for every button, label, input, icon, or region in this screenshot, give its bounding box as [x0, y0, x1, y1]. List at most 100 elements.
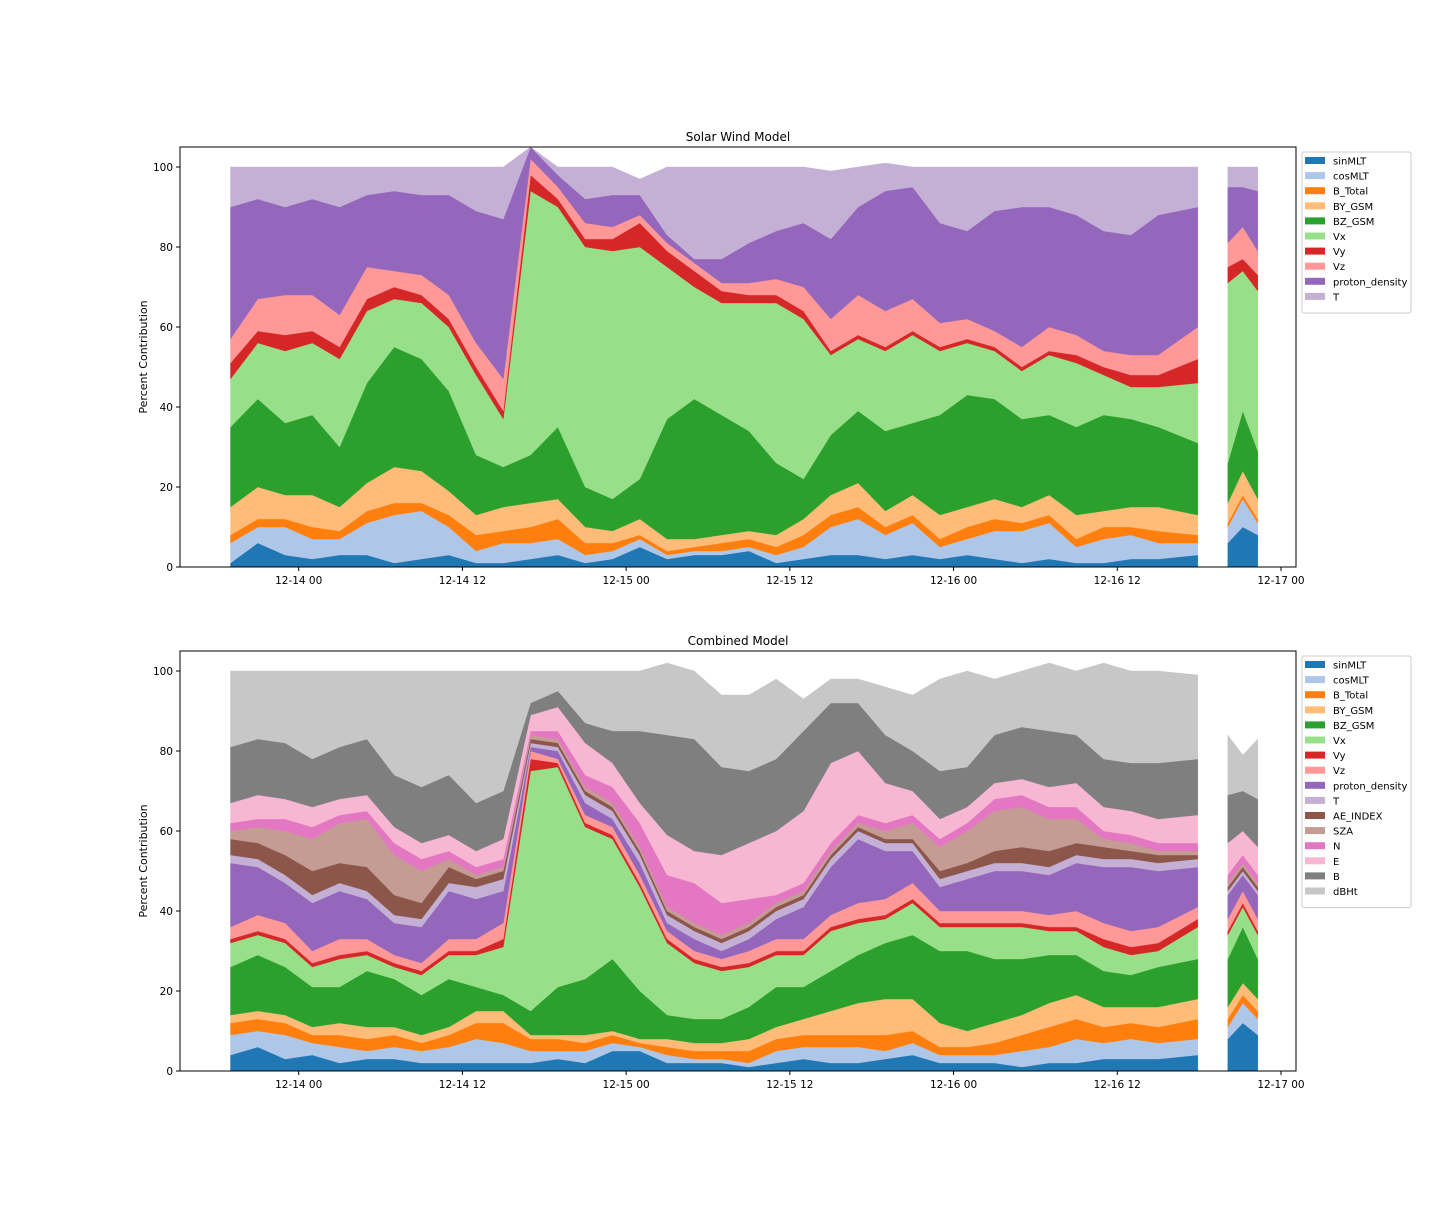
chart-title: Combined Model [688, 634, 789, 648]
legend-label-vy: Vy [1333, 751, 1346, 762]
legend-label-vx: Vx [1333, 232, 1346, 243]
legend-label-ae-index: AE_INDEX [1333, 812, 1383, 823]
legend-label-t: T [1332, 796, 1340, 807]
legend-swatch-vx [1305, 736, 1325, 744]
y-tick-label: 100 [153, 666, 173, 678]
legend-label-dbht: dBHt [1333, 887, 1358, 898]
x-tick-label: 12-16 12 [1094, 1079, 1141, 1091]
legend-swatch-vy [1305, 751, 1325, 759]
legend-swatch-sza [1305, 827, 1325, 835]
legend-swatch-b-total [1305, 691, 1325, 699]
y-tick-label: 80 [160, 242, 173, 254]
legend-swatch-n [1305, 842, 1325, 850]
y-axis-label: Percent Contribution [137, 300, 150, 413]
legend-swatch-b-total [1305, 187, 1325, 195]
y-tick-label: 100 [153, 162, 173, 174]
solar-wind-model-chart: Solar Wind Model 12-14 00 12-14 12 12-15 0… [137, 130, 1412, 587]
legend-swatch-vz [1305, 766, 1325, 774]
legend-label-b: B [1333, 872, 1340, 883]
legend-swatch-vz [1305, 262, 1325, 270]
x-tick-label: 12-16 12 [1094, 575, 1141, 587]
legend-swatch-t [1305, 796, 1325, 804]
plot-frame [179, 146, 1297, 568]
legend-label-bz-gsm: BZ_GSM [1333, 721, 1374, 732]
legend-swatch-sinmlt [1305, 661, 1325, 668]
legend-swatch-by-gsm [1305, 202, 1325, 210]
stacked-areas [230, 662, 1258, 1072]
y-tick-label: 40 [160, 906, 173, 918]
legend: sinMLT cosMLT B_Total BY_GSM BZ_GSM Vx Vy Vz pro… [1301, 655, 1412, 909]
legend-label-proton-density: proton_density [1333, 781, 1407, 792]
y-tick-label: 40 [160, 402, 173, 414]
legend-swatch-proton-density [1305, 781, 1325, 789]
legend-swatch-e [1305, 857, 1325, 865]
legend-label-proton-density: proton_density [1333, 277, 1407, 288]
y-tick-label: 20 [160, 986, 173, 998]
legend-swatch-proton-density [1305, 277, 1325, 285]
legend-label-cosmlt: cosMLT [1333, 172, 1370, 183]
x-tick-label: 12-14 12 [439, 1079, 486, 1091]
legend-swatch-bz-gsm [1305, 217, 1325, 225]
x-tick-label: 12-15 00 [603, 575, 650, 587]
y-tick-label: 0 [166, 1066, 173, 1078]
legend-swatch-dbht [1305, 887, 1325, 895]
legend-label-t: T [1332, 292, 1340, 303]
legend-box [1301, 151, 1412, 314]
x-tick-label: 12-17 00 [1257, 1079, 1304, 1091]
x-tick-label: 12-14 00 [275, 575, 322, 587]
y-axis-label: Percent Contribution [137, 804, 150, 917]
legend-label-sinmlt: sinMLT [1333, 157, 1367, 168]
y-axis: 0 20 40 60 80 100 [153, 666, 180, 1078]
y-tick-label: 60 [160, 322, 173, 334]
legend-label-by-gsm: BY_GSM [1333, 202, 1373, 213]
chart-title: Solar Wind Model [686, 130, 790, 144]
legend-label-vy: Vy [1333, 247, 1346, 258]
combined-model-chart: Combined Model 12-14 00 12-14 12 12-15 00 1… [137, 634, 1412, 1091]
area-dbht-segment-1 [230, 662, 1198, 804]
y-axis: 0 20 40 60 80 100 [153, 162, 180, 574]
y-tick-label: 20 [160, 482, 173, 494]
x-tick-label: 12-15 12 [766, 1079, 813, 1091]
area-t-segment-2 [1227, 166, 1258, 192]
legend-label-bz-gsm: BZ_GSM [1333, 217, 1374, 228]
x-tick-label: 12-15 00 [603, 1079, 650, 1091]
legend-label-vz: Vz [1333, 262, 1345, 273]
legend-swatch-sinmlt [1305, 157, 1325, 164]
legend-swatch-by-gsm [1305, 706, 1325, 714]
x-axis: 12-14 00 12-14 12 12-15 00 12-15 12 12-16 00… [275, 1071, 1305, 1091]
legend-box [1301, 655, 1412, 909]
y-tick-label: 0 [166, 562, 173, 574]
legend-swatch-vy [1305, 247, 1325, 255]
legend-swatch-bz-gsm [1305, 721, 1325, 729]
legend-label-b-total: B_Total [1333, 187, 1368, 198]
legend-label-cosmlt: cosMLT [1333, 676, 1370, 687]
legend-label-n: N [1333, 842, 1340, 853]
legend-label-by-gsm: BY_GSM [1333, 706, 1373, 717]
area-dbht-segment-2 [1227, 734, 1258, 800]
legend-label-vz: Vz [1333, 766, 1345, 777]
legend-swatch-vx [1305, 232, 1325, 240]
legend-label-sinmlt: sinMLT [1333, 661, 1367, 672]
x-tick-label: 12-14 12 [439, 575, 486, 587]
stacked-areas [230, 146, 1258, 568]
legend-label-vx: Vx [1333, 736, 1346, 747]
legend-swatch-b [1305, 872, 1325, 880]
y-tick-label: 60 [160, 826, 173, 838]
legend-swatch-cosmlt [1305, 676, 1325, 684]
x-axis: 12-14 00 12-14 12 12-15 00 12-15 12 12-16 00… [275, 567, 1305, 587]
legend: sinMLT cosMLT B_Total BY_GSM BZ_GSM Vx Vy Vz pro… [1301, 151, 1412, 314]
x-tick-label: 12-15 12 [766, 575, 813, 587]
legend-swatch-ae-index [1305, 812, 1325, 819]
legend-label-sza: SZA [1333, 827, 1353, 838]
x-tick-label: 12-14 00 [275, 1079, 322, 1091]
x-tick-label: 12-16 00 [930, 1079, 977, 1091]
legend-swatch-cosmlt [1305, 172, 1325, 180]
legend-label-e: E [1333, 857, 1339, 868]
y-tick-label: 80 [160, 746, 173, 758]
x-tick-label: 12-17 00 [1257, 575, 1304, 587]
legend-label-b-total: B_Total [1333, 691, 1368, 702]
x-tick-label: 12-16 00 [930, 575, 977, 587]
legend-swatch-t [1305, 292, 1325, 300]
plot-frame [179, 650, 1297, 1072]
